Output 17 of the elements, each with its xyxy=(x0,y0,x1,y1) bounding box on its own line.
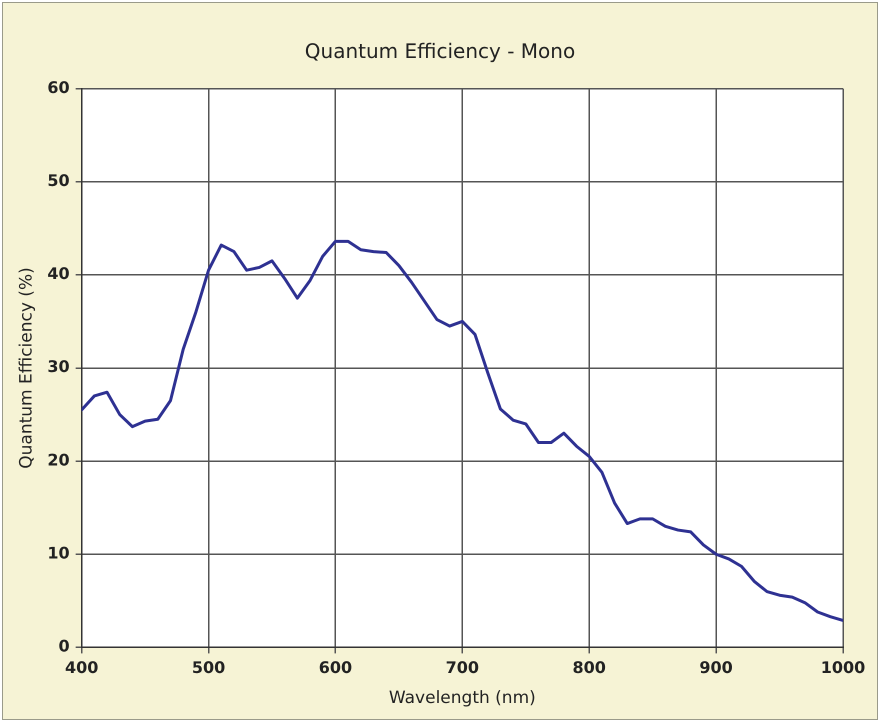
y-tick-label: 10 xyxy=(47,543,70,562)
x-tick-label: 900 xyxy=(699,658,733,678)
y-tick-label: 50 xyxy=(47,170,70,190)
y-tick-label: 40 xyxy=(47,264,70,284)
y-tick-label: 60 xyxy=(47,78,70,97)
x-tick-label: 800 xyxy=(572,658,606,678)
x-axis-title: Wavelength (nm) xyxy=(388,688,536,708)
x-tick-label: 700 xyxy=(446,658,480,678)
x-tick-label: 600 xyxy=(318,658,352,678)
x-tick-label: 1000 xyxy=(820,658,866,678)
x-tick-label: 400 xyxy=(64,658,98,678)
y-tick-label: 20 xyxy=(47,450,70,470)
y-axis-title: Quantum Efficiency (%) xyxy=(16,267,37,469)
y-tick-label: 0 xyxy=(58,636,70,656)
chart-title: Quantum Efficiency - Mono xyxy=(304,39,576,63)
y-tick-label: 30 xyxy=(47,357,70,376)
x-tick-label: 500 xyxy=(192,658,226,678)
